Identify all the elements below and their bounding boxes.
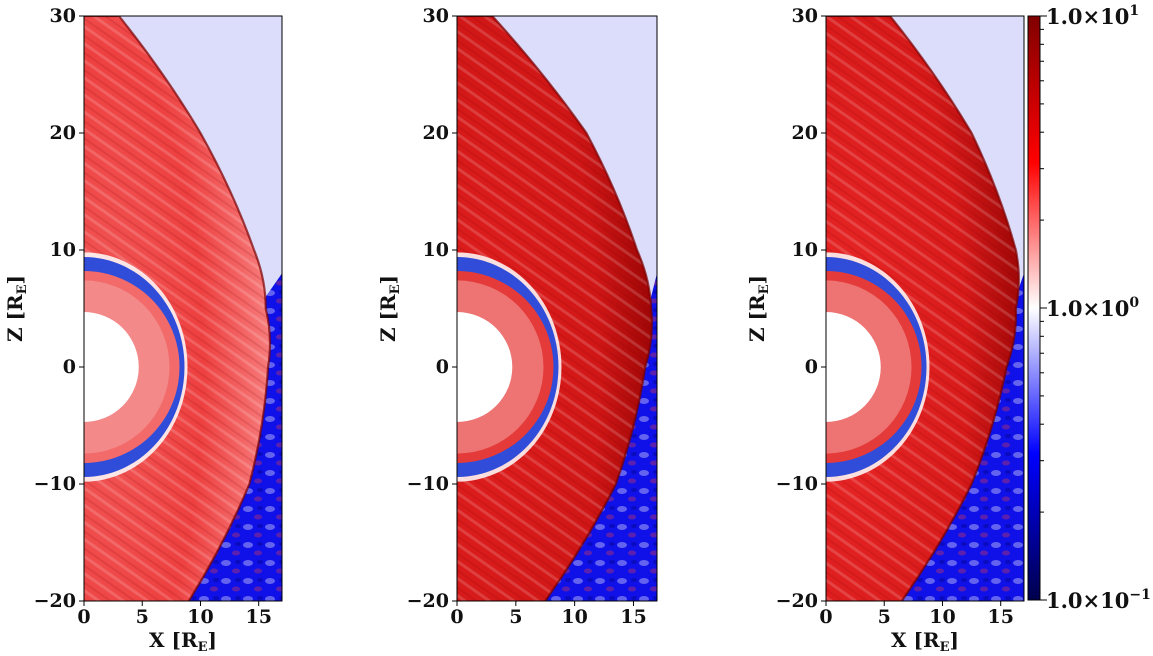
y-tick-label: 20: [50, 122, 76, 144]
x-tick-label: 15: [620, 606, 646, 628]
y-tick-label: 10: [423, 239, 449, 261]
x-tick-label: 5: [878, 606, 891, 628]
panel-1: 0 5 10 15 −20 −10 0 10 20 30 Z [RE] X [RE]: [3, 5, 283, 655]
inner-boundary: [457, 312, 513, 422]
x-tick-label: 10: [561, 606, 587, 628]
panel-3: 0 5 10 15 −20 −10 0 10 20 30 Z [RE] X [RE]: [745, 5, 1025, 655]
y-axis-label: Z [RE]: [745, 275, 772, 342]
y-tick-label: 30: [50, 5, 76, 27]
bow-shock: [457, 16, 653, 601]
y-tick-label: −20: [776, 590, 818, 612]
x-axis-label: X [RE]: [891, 628, 959, 655]
y-axis-label: Z [RE]: [376, 275, 403, 342]
y-tick-label: 20: [423, 122, 449, 144]
x-tick-label: 15: [245, 606, 271, 628]
axes-frame: [83, 15, 283, 602]
bow-shock: [826, 16, 1020, 601]
colorbar: 1.0×101 1.0×100 1.0×10−1: [1027, 3, 1151, 613]
x-axis-label: X [RE]: [149, 628, 217, 655]
x-tick-label: 0: [819, 606, 832, 628]
blue-region-texture: [535, 273, 657, 601]
colorbar-tick-label: 1.0×10−1: [1046, 587, 1151, 613]
y-tick-label: 0: [436, 356, 449, 378]
y-tick-label: 0: [63, 356, 76, 378]
x-tick-label: 10: [929, 606, 955, 628]
heatmap-field: [84, 16, 282, 601]
colorbar-tick-label: 1.0×101: [1046, 3, 1139, 29]
y-tick-label: 30: [792, 5, 818, 27]
x-tick-label: 0: [77, 606, 90, 628]
colorbar-tick-label: 1.0×100: [1046, 295, 1139, 321]
x-tick-label: 5: [509, 606, 522, 628]
blue-region-texture: [891, 273, 1024, 601]
y-tick-label: −20: [407, 590, 449, 612]
colorbar-gradient: [1027, 15, 1041, 601]
y-tick-label: 30: [423, 5, 449, 27]
y-tick-label: −10: [34, 473, 76, 495]
heatmap-field: [826, 16, 1024, 601]
y-tick-label: 10: [792, 239, 818, 261]
y-tick-label: −10: [776, 473, 818, 495]
bow-shock: [84, 16, 272, 601]
y-axis-label: Z [RE]: [3, 275, 30, 342]
panel-2: 0 5 10 15 −20 −10 0 10 20 30 Z [RE]: [376, 5, 658, 628]
axes-frame: [825, 15, 1025, 602]
y-tick-label: −20: [34, 590, 76, 612]
y-tick-label: 0: [805, 356, 818, 378]
x-tick-label: 5: [136, 606, 149, 628]
x-tick-label: 10: [187, 606, 213, 628]
x-tick-label: 15: [987, 606, 1013, 628]
y-tick-label: 20: [792, 122, 818, 144]
inner-boundary: [826, 312, 881, 422]
y-tick-label: −10: [407, 473, 449, 495]
x-tick-label: 0: [450, 606, 463, 628]
y-tick-label: 10: [50, 239, 76, 261]
inner-boundary: [84, 312, 139, 422]
axes-frame: [456, 15, 658, 602]
heatmap-field: [457, 16, 657, 601]
